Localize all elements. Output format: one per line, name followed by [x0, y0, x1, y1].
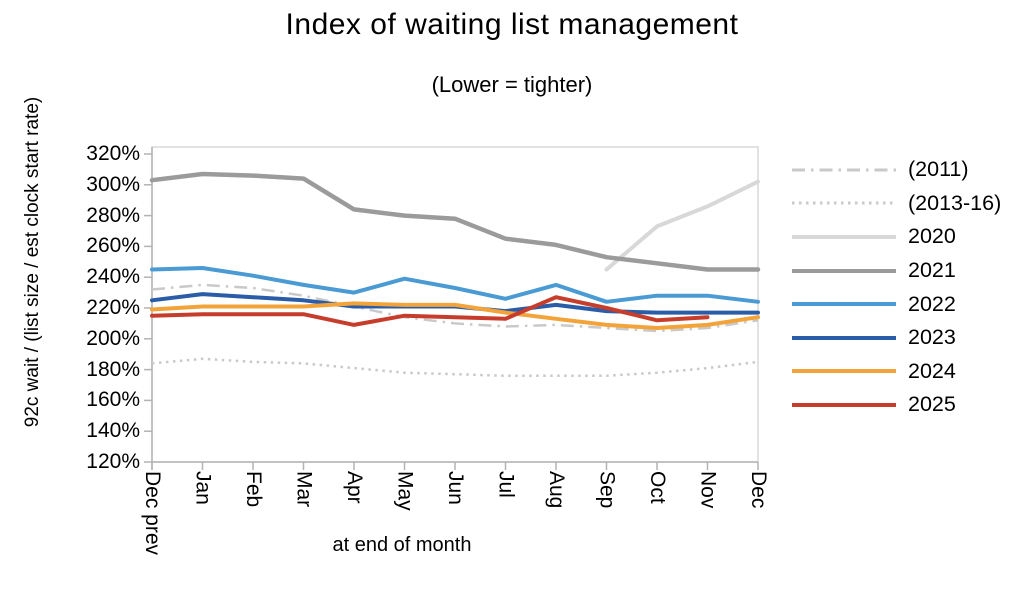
y-tick-label: 120% [86, 450, 140, 473]
x-tick-label: Aug [545, 471, 568, 509]
x-tick-label: Sep [595, 471, 619, 509]
y-tick-label: 200% [86, 326, 140, 350]
legend-label: 2024 [908, 358, 956, 383]
series-line-2021 [149, 171, 761, 272]
x-tick-label: Jun [444, 471, 467, 505]
y-tick-label: 300% [86, 172, 140, 196]
y-axis-title: 92c wait / (list size / est clock start … [22, 96, 43, 428]
y-tick-label: 180% [86, 357, 140, 381]
legend-item-2023: 2023 [792, 321, 1001, 355]
y-tick-label: 160% [86, 388, 140, 412]
y-tick-label: 220% [86, 296, 140, 319]
legend-item-2025: 2025 [792, 388, 1001, 422]
legend-swatch-line [792, 234, 896, 239]
legend-swatch-line [792, 168, 896, 172]
legend-label: 2020 [908, 224, 956, 249]
legend-item-2022: 2022 [792, 287, 1001, 321]
legend-label: (2013-16) [908, 190, 1002, 215]
x-tick-label: Mar [292, 471, 316, 508]
series-line-2022 [150, 266, 760, 304]
legend-item-2020: 2020 [792, 220, 1001, 254]
y-tick-label: 320% [86, 142, 140, 165]
legend-swatch-line [792, 201, 896, 205]
x-axis-title: at end of month [332, 534, 472, 556]
x-tick-label: Jul [494, 471, 518, 498]
legend-item-2013-16: (2013-16) [792, 187, 1001, 221]
x-tick-label: Dec [747, 471, 770, 509]
y-tick-label: 280% [86, 203, 140, 227]
legend-swatch-line [792, 369, 896, 374]
series-line-2011 [151, 283, 759, 333]
y-tick-label: 140% [86, 419, 140, 443]
chart-subtitle: (Lower = tighter) [431, 72, 593, 97]
legend-item-2011: (2011) [792, 153, 1001, 187]
y-tick-label: 240% [86, 265, 140, 289]
x-tick-label: May [393, 471, 417, 511]
series-line-2020 [604, 179, 760, 272]
chart-title: Index of waiting list management [285, 8, 739, 41]
legend-swatch-line [792, 402, 896, 407]
legend-item-2024: 2024 [792, 355, 1001, 389]
legend-swatch-line [792, 302, 896, 307]
x-tick-label: Apr [343, 471, 366, 504]
legend: (2011) (2013-16) 2020 2021 2022 2023 2024 2025 [792, 153, 1001, 422]
x-tick-label: Jan [191, 471, 215, 505]
legend-label: 2025 [908, 392, 956, 417]
legend-label: 2022 [908, 291, 956, 316]
x-tick-label: Feb [242, 471, 265, 508]
series-line-2024 [150, 301, 760, 330]
legend-swatch-line [792, 268, 896, 273]
legend-swatch-line [792, 335, 896, 340]
legend-label: 2023 [908, 325, 956, 350]
y-tick-label: 260% [86, 234, 140, 258]
legend-item-2021: 2021 [792, 254, 1001, 288]
x-tick-label: Nov [696, 471, 720, 509]
legend-label: (2011) [908, 157, 969, 182]
series-line-2025 [150, 295, 710, 327]
x-tick-label: Dec prev [141, 471, 164, 556]
legend-label: 2021 [908, 258, 956, 283]
series-line-2013-16 [151, 357, 759, 378]
x-tick-label: Oct [646, 471, 669, 504]
